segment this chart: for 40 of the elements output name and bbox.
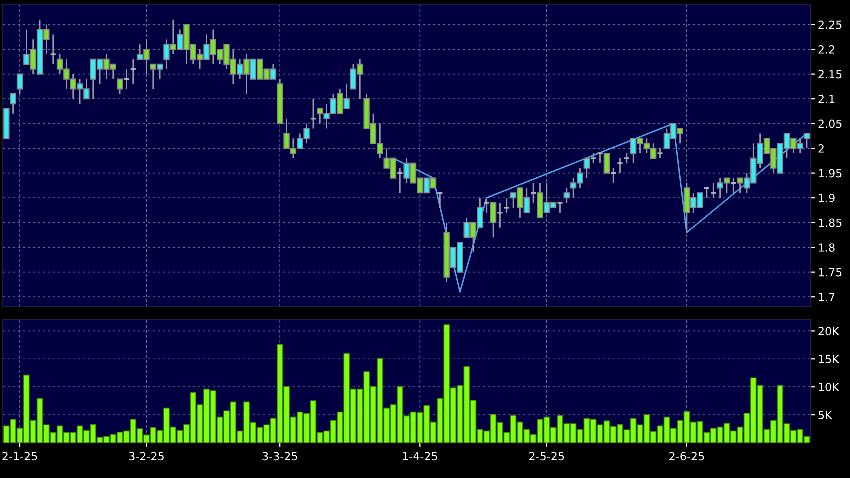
y-tick-label: 5K: [818, 411, 833, 420]
y-tick-label: 1.75: [819, 268, 842, 277]
candlestick: [496, 202, 504, 228]
candlestick: [656, 148, 664, 160]
y-tick-label: 2.15: [818, 70, 842, 79]
candlestick: [624, 152, 630, 164]
candlestick: [504, 197, 510, 214]
x-tick-label: 2-5-25: [530, 452, 564, 461]
x-tick-label: 1-4-25: [403, 452, 438, 461]
y-tick-label: 1.7: [819, 293, 835, 302]
y-tick-label: 1.8: [819, 244, 835, 252]
y-tick-label: 2.25: [818, 20, 842, 30]
y-tick-label: 1.85: [819, 218, 842, 228]
y-tick-label: 10K: [819, 383, 840, 392]
candlestick: [10, 93, 16, 115]
x-tick-label: 2-1-25: [2, 452, 38, 461]
y-tick-label: 15K: [819, 355, 840, 364]
x-tick-label: 3-2-25: [129, 452, 164, 461]
x-tick-label: 2-6-25: [670, 452, 704, 461]
candlestick: [116, 78, 124, 95]
candlestick: [590, 152, 597, 164]
candlestick: [604, 152, 610, 174]
y-tick-label: 2.1: [818, 95, 835, 104]
y-tick-label: 2.05: [818, 120, 842, 128]
candlestick: [616, 158, 624, 174]
candlestick: [584, 158, 590, 179]
candlestick: [123, 68, 130, 90]
candlestick: [50, 34, 57, 66]
candlestick: [483, 197, 490, 214]
y-tick-label: 1.9: [819, 194, 835, 202]
candlestick: [490, 202, 497, 238]
y-tick-label: 2: [818, 144, 824, 153]
candlestick: [564, 187, 570, 204]
candlestick: [16, 74, 24, 95]
y-tick-label: 20K: [818, 327, 840, 336]
y-tick-label: 1.95: [819, 169, 842, 178]
candlestick: [556, 202, 564, 214]
y-tick-label: 2.2: [818, 46, 834, 54]
x-tick-label: 3-3-25: [262, 452, 298, 461]
candlestick: [596, 152, 604, 164]
